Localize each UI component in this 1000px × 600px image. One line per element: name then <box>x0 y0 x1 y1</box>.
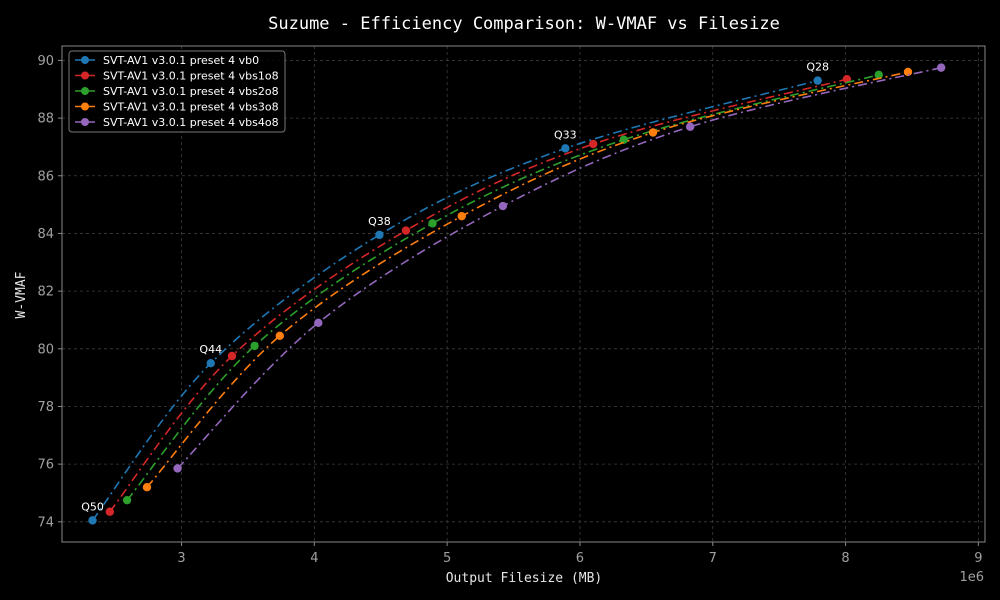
data-point <box>142 483 152 492</box>
legend-marker <box>81 118 89 126</box>
data-point <box>173 464 182 473</box>
legend-marker <box>81 71 89 80</box>
legend-item: SVT-AV1 v3.0.1 preset 4 vbs1o8 <box>75 70 279 83</box>
legend-item: SVT-AV1 v3.0.1 preset 4 vbs2o8 <box>75 85 279 98</box>
data-point <box>375 230 384 240</box>
series-5 <box>173 63 946 473</box>
legend-item: SVT-AV1 v3.0.1 preset 4 vb0 <box>75 54 259 67</box>
data-point <box>561 144 570 153</box>
annotation-group: Q50 Q44 Q38 Q33 Q28 <box>81 61 829 514</box>
y-tick-label: 78 <box>37 400 54 415</box>
data-point <box>401 226 411 235</box>
legend-box <box>68 50 286 133</box>
series-1 <box>88 76 822 525</box>
data-point <box>589 139 598 149</box>
data-point <box>88 516 97 525</box>
data-point <box>314 318 323 328</box>
legend-marker <box>81 102 89 111</box>
y-axis-label: W-VMAF <box>14 271 29 318</box>
x-axis-offset-label: 1e6 <box>959 570 984 585</box>
quality-annotation: Q38 <box>368 215 391 228</box>
x-tick-label: 5 <box>443 551 451 566</box>
legend-marker <box>81 87 89 95</box>
y-tick-label: 86 <box>37 169 54 184</box>
legend-item: SVT-AV1 v3.0.1 preset 4 vbs4o8 <box>75 116 279 129</box>
series-line <box>109 78 848 513</box>
y-tick-label: 76 <box>37 458 54 473</box>
legend-marker <box>81 56 89 64</box>
data-point <box>227 351 237 361</box>
data-point <box>275 331 285 341</box>
data-point <box>874 70 883 80</box>
data-point <box>428 219 437 228</box>
y-tick-label: 80 <box>37 342 54 357</box>
legend-item: SVT-AV1 v3.0.1 preset 4 vbs3o8 <box>75 101 279 114</box>
y-tick-label: 82 <box>37 285 54 300</box>
y-tick-label: 88 <box>37 112 54 127</box>
data-point <box>250 341 259 351</box>
plot-frame <box>61 45 986 543</box>
data-point <box>206 359 215 368</box>
quality-annotation: Q44 <box>199 343 222 356</box>
x-axis-label: Output Filesize (MB) <box>446 571 603 586</box>
legend: SVT-AV1 v3.0.1 preset 4 vb0 SVT-AV1 v3.0.… <box>68 50 286 133</box>
y-tick-label: 84 <box>37 227 54 242</box>
series-line <box>91 79 818 521</box>
data-point <box>122 495 132 505</box>
series-group <box>88 63 946 525</box>
series-3 <box>122 70 883 505</box>
y-tick-label: 74 <box>37 515 54 530</box>
series-2 <box>105 74 852 516</box>
legend-label: SVT-AV1 v3.0.1 preset 4 vbs3o8 <box>103 101 279 114</box>
quality-annotation: Q50 <box>81 500 104 513</box>
data-point <box>648 128 658 137</box>
data-point <box>813 76 822 85</box>
data-point <box>619 135 628 144</box>
data-point <box>105 507 115 516</box>
quality-annotation: Q28 <box>806 61 829 74</box>
legend-label: SVT-AV1 v3.0.1 preset 4 vbs2o8 <box>103 85 279 98</box>
data-point <box>903 67 913 77</box>
x-tick-label: 4 <box>310 551 318 566</box>
x-tick-label: 8 <box>841 551 849 566</box>
legend-label: SVT-AV1 v3.0.1 preset 4 vb0 <box>103 54 259 67</box>
series-line <box>126 74 879 501</box>
legend-label: SVT-AV1 v3.0.1 preset 4 vbs4o8 <box>103 116 279 129</box>
chart-title: Suzume - Efficiency Comparison: W-VMAF v… <box>268 14 780 34</box>
series-line <box>146 71 909 488</box>
y-tick-label: 90 <box>37 54 54 69</box>
x-tick-label: 3 <box>177 551 185 566</box>
quality-annotation: Q33 <box>554 128 577 141</box>
data-point <box>685 122 695 131</box>
x-tick-label: 7 <box>709 551 717 566</box>
legend-label: SVT-AV1 v3.0.1 preset 4 vbs1o8 <box>103 70 279 83</box>
x-tick-label: 6 <box>576 551 584 566</box>
data-point <box>457 211 466 221</box>
data-point <box>498 201 508 211</box>
grid <box>62 46 985 542</box>
x-tick-label: 9 <box>974 551 982 566</box>
data-point <box>936 63 946 72</box>
series-4 <box>142 67 913 492</box>
